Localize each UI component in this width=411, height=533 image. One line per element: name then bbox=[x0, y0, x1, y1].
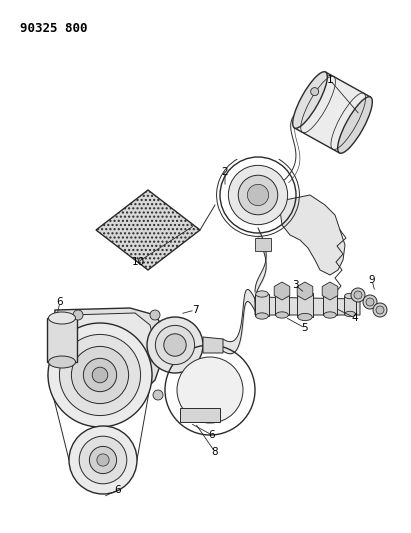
Polygon shape bbox=[65, 313, 155, 385]
Circle shape bbox=[354, 291, 362, 299]
Text: 5: 5 bbox=[302, 323, 308, 333]
Ellipse shape bbox=[338, 96, 372, 154]
Circle shape bbox=[247, 184, 269, 206]
Circle shape bbox=[164, 334, 186, 356]
Ellipse shape bbox=[276, 312, 288, 318]
Ellipse shape bbox=[256, 291, 268, 297]
Text: 2: 2 bbox=[222, 167, 229, 177]
Text: 90325 800: 90325 800 bbox=[20, 22, 88, 35]
Ellipse shape bbox=[344, 311, 356, 317]
Circle shape bbox=[92, 367, 108, 383]
Circle shape bbox=[238, 175, 278, 215]
Circle shape bbox=[366, 298, 374, 306]
Ellipse shape bbox=[298, 289, 312, 296]
Circle shape bbox=[97, 454, 109, 466]
Circle shape bbox=[69, 426, 137, 494]
Circle shape bbox=[155, 326, 194, 365]
Text: 7: 7 bbox=[192, 305, 199, 315]
Text: 6: 6 bbox=[209, 430, 215, 440]
Polygon shape bbox=[323, 295, 337, 315]
Ellipse shape bbox=[48, 356, 76, 368]
Text: 4: 4 bbox=[352, 313, 358, 323]
Circle shape bbox=[73, 310, 83, 320]
Circle shape bbox=[147, 317, 203, 373]
Ellipse shape bbox=[256, 313, 268, 319]
Circle shape bbox=[376, 306, 384, 314]
Text: 3: 3 bbox=[292, 280, 298, 290]
Polygon shape bbox=[52, 308, 165, 400]
Polygon shape bbox=[203, 337, 223, 353]
Polygon shape bbox=[274, 282, 290, 300]
Polygon shape bbox=[275, 295, 289, 315]
Polygon shape bbox=[255, 297, 360, 315]
Ellipse shape bbox=[293, 72, 327, 128]
Polygon shape bbox=[47, 318, 77, 362]
Ellipse shape bbox=[48, 312, 76, 324]
Text: 8: 8 bbox=[212, 447, 218, 457]
Text: 1: 1 bbox=[327, 75, 333, 85]
Polygon shape bbox=[280, 195, 345, 275]
Ellipse shape bbox=[276, 292, 288, 298]
Polygon shape bbox=[322, 282, 338, 300]
Circle shape bbox=[229, 165, 288, 224]
Polygon shape bbox=[255, 238, 271, 251]
Circle shape bbox=[90, 447, 117, 474]
Circle shape bbox=[373, 303, 387, 317]
Circle shape bbox=[177, 357, 243, 423]
Ellipse shape bbox=[311, 87, 319, 95]
Circle shape bbox=[363, 295, 377, 309]
Polygon shape bbox=[297, 293, 313, 317]
Ellipse shape bbox=[324, 292, 336, 298]
Polygon shape bbox=[255, 294, 269, 316]
Circle shape bbox=[60, 334, 141, 416]
Polygon shape bbox=[96, 190, 200, 270]
Circle shape bbox=[72, 346, 129, 403]
Circle shape bbox=[150, 310, 160, 320]
Polygon shape bbox=[180, 408, 220, 422]
Circle shape bbox=[153, 390, 163, 400]
Polygon shape bbox=[294, 72, 371, 153]
Ellipse shape bbox=[324, 312, 336, 318]
Polygon shape bbox=[344, 296, 356, 314]
Text: 6: 6 bbox=[57, 297, 63, 307]
Circle shape bbox=[48, 323, 152, 427]
Circle shape bbox=[83, 358, 117, 392]
Ellipse shape bbox=[298, 313, 312, 321]
Text: 10: 10 bbox=[132, 257, 145, 267]
Polygon shape bbox=[297, 282, 313, 300]
Circle shape bbox=[79, 436, 127, 484]
Ellipse shape bbox=[344, 293, 356, 298]
Circle shape bbox=[351, 288, 365, 302]
Text: 6: 6 bbox=[115, 485, 121, 495]
Text: 9: 9 bbox=[369, 275, 375, 285]
